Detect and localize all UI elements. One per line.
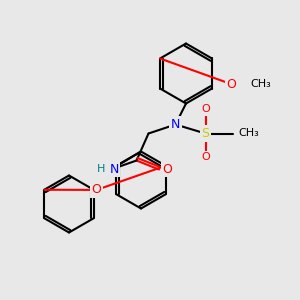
Text: H: H bbox=[97, 164, 106, 175]
Text: O: O bbox=[201, 104, 210, 115]
Text: O: O bbox=[92, 183, 101, 196]
Text: O: O bbox=[201, 152, 210, 163]
Text: O: O bbox=[226, 77, 236, 91]
Text: N: N bbox=[171, 118, 180, 131]
Text: S: S bbox=[202, 127, 209, 140]
Text: CH₃: CH₃ bbox=[238, 128, 259, 139]
Text: O: O bbox=[163, 163, 172, 176]
Text: CH₃: CH₃ bbox=[250, 79, 271, 89]
Text: N: N bbox=[109, 163, 119, 176]
